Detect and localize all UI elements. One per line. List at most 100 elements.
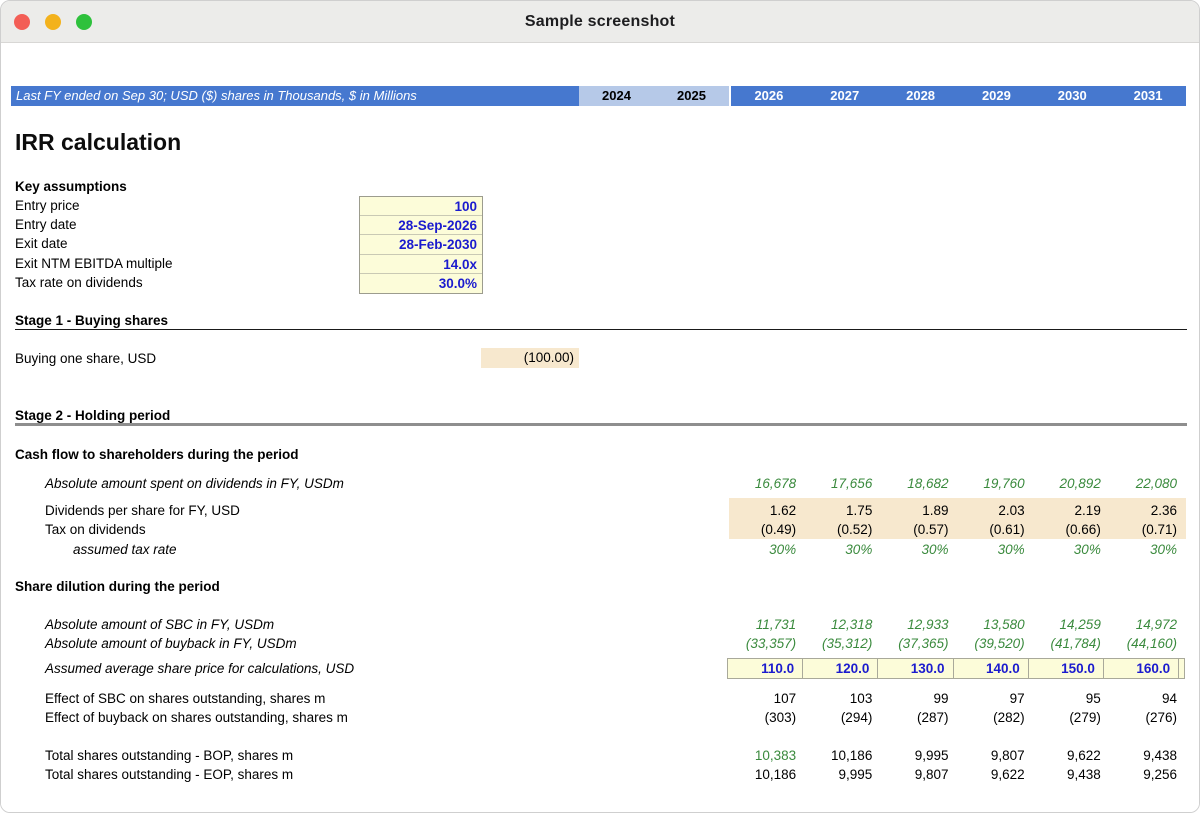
share-price-input-row: 110.0 120.0 130.0 140.0 150.0 160.0 bbox=[727, 658, 1192, 679]
value-cell: (303) bbox=[764, 710, 797, 725]
value-cell: 13,580 bbox=[983, 617, 1025, 632]
share-price-input[interactable]: 140.0 bbox=[952, 658, 1029, 679]
year-header-past: 2024 2025 bbox=[579, 86, 729, 106]
row-values: 11,731 12,318 12,933 13,580 14,259 14,97… bbox=[729, 615, 1186, 634]
buying-one-share-label: Buying one share, USD bbox=[15, 351, 157, 366]
table-row: Tax on dividends (0.49) (0.52) (0.57) (0… bbox=[1, 520, 1199, 539]
buying-one-share-value[interactable]: (100.00) bbox=[481, 348, 579, 368]
table-row: Total shares outstanding - EOP, shares m… bbox=[1, 765, 1199, 784]
value-cell: 1.75 bbox=[846, 503, 873, 518]
share-price-input-spare bbox=[1178, 658, 1186, 679]
table-row: Absolute amount spent on dividends in FY… bbox=[1, 474, 1199, 493]
stage2-heading: Stage 2 - Holding period bbox=[15, 408, 171, 423]
cashflow-heading: Cash flow to shareholders during the per… bbox=[15, 447, 299, 462]
value-cell: 12,318 bbox=[831, 617, 873, 632]
window-title: Sample screenshot bbox=[524, 12, 676, 30]
minimize-window-button[interactable] bbox=[45, 14, 61, 30]
assumptions-heading: Key assumptions bbox=[15, 179, 127, 194]
spreadsheet-content: Last FY ended on Sep 30; USD ($) shares … bbox=[1, 44, 1199, 812]
value-cell: 103 bbox=[849, 691, 873, 706]
value-cell: 17,656 bbox=[831, 476, 873, 491]
row-label: Absolute amount of buyback in FY, USDm bbox=[45, 636, 297, 651]
value-cell: 12,933 bbox=[907, 617, 949, 632]
value-cell: (287) bbox=[916, 710, 949, 725]
value-cell: 9,256 bbox=[1143, 767, 1177, 782]
row-label: Total shares outstanding - EOP, shares m bbox=[45, 767, 294, 782]
value-cell: 2.19 bbox=[1074, 503, 1101, 518]
value-cell: 94 bbox=[1161, 691, 1177, 706]
value-cell: (39,520) bbox=[974, 636, 1025, 651]
value-cell: 14,972 bbox=[1135, 617, 1177, 632]
value-cell: 30% bbox=[1073, 542, 1101, 557]
close-window-button[interactable] bbox=[14, 14, 30, 30]
value-cell: 107 bbox=[773, 691, 797, 706]
value-cell: 11,731 bbox=[755, 617, 797, 632]
value-cell: 9,995 bbox=[838, 767, 873, 782]
row-label: Absolute amount of SBC in FY, USDm bbox=[45, 617, 275, 632]
value-cell: 30% bbox=[997, 542, 1025, 557]
row-label: Assumed average share price for calculat… bbox=[45, 661, 355, 676]
value-cell: 30% bbox=[1149, 542, 1177, 557]
row-values: (0.49) (0.52) (0.57) (0.61) (0.66) (0.71… bbox=[729, 520, 1186, 539]
assumptions-input-box: 100 28-Sep-2026 28-Feb-2030 14.0x 30.0% bbox=[359, 196, 483, 294]
page-title: IRR calculation bbox=[15, 129, 182, 155]
value-cell: 95 bbox=[1085, 691, 1101, 706]
value-cell: 10,186 bbox=[831, 748, 873, 763]
share-price-input[interactable]: 130.0 bbox=[877, 658, 954, 679]
assumption-label-exit-multiple: Exit NTM EBITDA multiple bbox=[15, 255, 173, 271]
table-row: Absolute amount of buyback in FY, USDm (… bbox=[1, 634, 1199, 653]
row-values: 10,186 9,995 9,807 9,622 9,438 9,256 bbox=[729, 765, 1186, 784]
highlight-band bbox=[729, 498, 1186, 539]
assumption-label-exit-date: Exit date bbox=[15, 236, 68, 252]
value-cell: 2.03 bbox=[998, 503, 1025, 518]
value-cell: 16,678 bbox=[754, 476, 797, 491]
tax-rate-input[interactable]: 30.0% bbox=[438, 275, 477, 291]
row-values: 107 103 99 97 95 94 bbox=[729, 689, 1186, 708]
exit-multiple-input[interactable]: 14.0x bbox=[360, 255, 482, 274]
value-cell: 19,760 bbox=[983, 476, 1025, 491]
table-row: Effect of SBC on shares outstanding, sha… bbox=[1, 689, 1199, 708]
value-cell: 97 bbox=[1009, 691, 1025, 706]
entry-date-input[interactable]: 28-Sep-2026 bbox=[360, 216, 482, 236]
year-header-forecast: 2026 2027 2028 2029 2030 2031 bbox=[731, 86, 1186, 106]
share-price-input[interactable]: 150.0 bbox=[1027, 658, 1104, 679]
stage1-divider bbox=[15, 329, 1187, 330]
value-cell: 99 bbox=[933, 691, 949, 706]
assumption-label-entry-price: Entry price bbox=[15, 198, 80, 213]
share-price-input[interactable]: 120.0 bbox=[802, 658, 879, 679]
exit-date-input[interactable]: 28-Feb-2030 bbox=[360, 235, 482, 255]
value-cell: (279) bbox=[1069, 710, 1101, 725]
table-row: Dividends per share for FY, USD 1.62 1.7… bbox=[1, 501, 1199, 520]
share-price-input[interactable]: 110.0 bbox=[727, 658, 804, 679]
value-cell: 30% bbox=[921, 542, 949, 557]
stage1-heading: Stage 1 - Buying shares bbox=[15, 313, 169, 328]
year-header-2025: 2025 bbox=[677, 88, 706, 103]
stage2-divider bbox=[15, 423, 1187, 426]
share-price-input[interactable]: 160.0 bbox=[1102, 658, 1180, 679]
value-cell: (0.49) bbox=[760, 522, 797, 537]
row-label: Tax on dividends bbox=[45, 522, 146, 537]
value-cell: (282) bbox=[993, 710, 1025, 725]
value-cell: (276) bbox=[1145, 710, 1177, 725]
year-header-2026: 2026 bbox=[754, 88, 784, 103]
row-label: Dividends per share for FY, USD bbox=[45, 503, 240, 518]
value-cell: (35,312) bbox=[822, 636, 873, 651]
value-cell: 9,807 bbox=[914, 767, 949, 782]
title-bar: Sample screenshot bbox=[1, 1, 1199, 43]
value-cell: 22,080 bbox=[1135, 476, 1177, 491]
year-header-2031: 2031 bbox=[1133, 88, 1163, 103]
value-cell: (44,160) bbox=[1126, 636, 1177, 651]
row-label: Absolute amount spent on dividends in FY… bbox=[45, 476, 344, 491]
window-controls bbox=[14, 14, 92, 30]
row-values: (303) (294) (287) (282) (279) (276) bbox=[729, 708, 1186, 727]
value-cell: 10,186 bbox=[754, 767, 797, 782]
value-cell: (41,784) bbox=[1050, 636, 1101, 651]
value-cell: 10,383 bbox=[754, 748, 797, 763]
entry-price-input[interactable]: 100 bbox=[360, 197, 482, 217]
row-values: 16,678 17,656 18,682 19,760 20,892 22,08… bbox=[729, 474, 1186, 493]
dilution-heading: Share dilution during the period bbox=[15, 579, 220, 594]
table-row: Assumed average share price for calculat… bbox=[1, 659, 1199, 678]
table-row: Absolute amount of SBC in FY, USDm 11,73… bbox=[1, 615, 1199, 634]
zoom-window-button[interactable] bbox=[76, 14, 92, 30]
